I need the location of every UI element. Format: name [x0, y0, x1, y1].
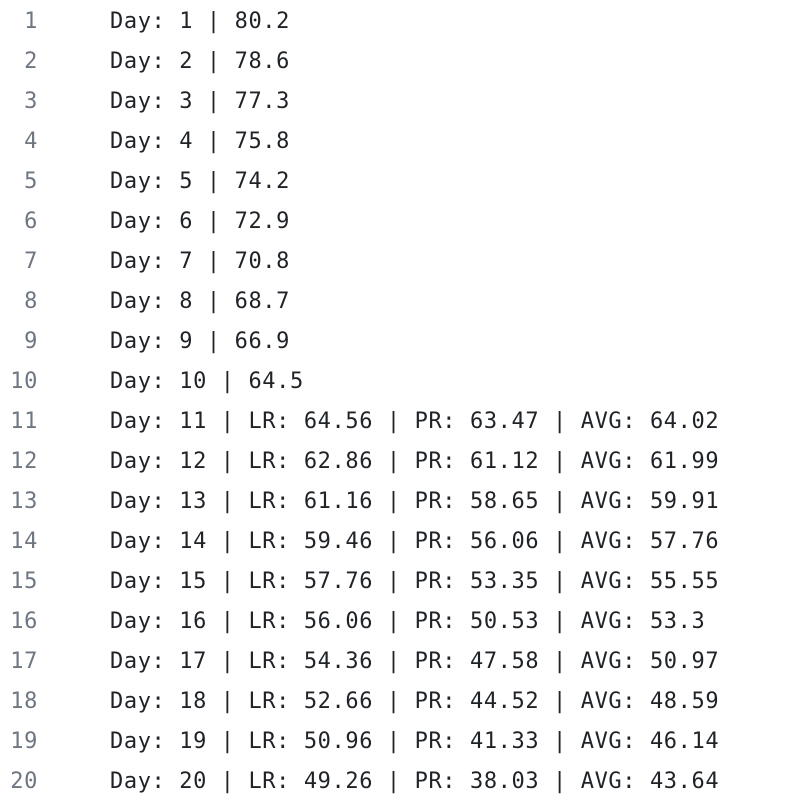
- line-number: 3: [24, 88, 38, 114]
- line-text: Day: 7 | 70.8: [110, 248, 290, 274]
- code-line-20: 20 Day: 20 | LR: 49.26 | PR: 38.03 | AVG…: [0, 761, 800, 801]
- code-line-5: 5 Day: 5 | 74.2: [0, 161, 800, 201]
- line-text: Day: 10 | 64.5: [110, 368, 304, 394]
- line-number: 1: [24, 8, 38, 34]
- code-line-4: 4 Day: 4 | 75.8: [0, 121, 800, 161]
- line-number: 14: [10, 528, 38, 554]
- code-line-14: 14 Day: 14 | LR: 59.46 | PR: 56.06 | AVG…: [0, 521, 800, 561]
- line-text: Day: 16 | LR: 56.06 | PR: 50.53 | AVG: 5…: [110, 608, 706, 634]
- line-number: 8: [24, 288, 38, 314]
- line-text: Day: 15 | LR: 57.76 | PR: 53.35 | AVG: 5…: [110, 568, 720, 594]
- line-text: Day: 20 | LR: 49.26 | PR: 38.03 | AVG: 4…: [110, 768, 720, 794]
- line-number: 13: [10, 488, 38, 514]
- line-text: Day: 8 | 68.7: [110, 288, 290, 314]
- line-number: 16: [10, 608, 38, 634]
- line-text: Day: 19 | LR: 50.96 | PR: 41.33 | AVG: 4…: [110, 728, 720, 754]
- line-text: Day: 14 | LR: 59.46 | PR: 56.06 | AVG: 5…: [110, 528, 720, 554]
- line-number: 5: [24, 168, 38, 194]
- code-line-6: 6 Day: 6 | 72.9: [0, 201, 800, 241]
- line-number: 17: [10, 648, 38, 674]
- code-line-15: 15 Day: 15 | LR: 57.76 | PR: 53.35 | AVG…: [0, 561, 800, 601]
- line-number: 20: [10, 768, 38, 794]
- line-number: 12: [10, 448, 38, 474]
- code-line-9: 9 Day: 9 | 66.9: [0, 321, 800, 361]
- code-line-11: 11 Day: 11 | LR: 64.56 | PR: 63.47 | AVG…: [0, 401, 800, 441]
- line-number: 10: [10, 368, 38, 394]
- line-text: Day: 13 | LR: 61.16 | PR: 58.65 | AVG: 5…: [110, 488, 720, 514]
- line-number: 15: [10, 568, 38, 594]
- code-line-18: 18 Day: 18 | LR: 52.66 | PR: 44.52 | AVG…: [0, 681, 800, 721]
- line-number: 19: [10, 728, 38, 754]
- line-text: Day: 18 | LR: 52.66 | PR: 44.52 | AVG: 4…: [110, 688, 720, 714]
- line-text: Day: 11 | LR: 64.56 | PR: 63.47 | AVG: 6…: [110, 408, 720, 434]
- line-text: Day: 12 | LR: 62.86 | PR: 61.12 | AVG: 6…: [110, 448, 720, 474]
- code-line-19: 19 Day: 19 | LR: 50.96 | PR: 41.33 | AVG…: [0, 721, 800, 761]
- code-line-13: 13 Day: 13 | LR: 61.16 | PR: 58.65 | AVG…: [0, 481, 800, 521]
- code-line-17: 17 Day: 17 | LR: 54.36 | PR: 47.58 | AVG…: [0, 641, 800, 681]
- code-line-16: 16 Day: 16 | LR: 56.06 | PR: 50.53 | AVG…: [0, 601, 800, 641]
- line-number: 4: [24, 128, 38, 154]
- line-number: 18: [10, 688, 38, 714]
- line-text: Day: 6 | 72.9: [110, 208, 290, 234]
- line-text: Day: 5 | 74.2: [110, 168, 290, 194]
- line-number: 11: [10, 408, 38, 434]
- line-number: 9: [24, 328, 38, 354]
- line-text: Day: 17 | LR: 54.36 | PR: 47.58 | AVG: 5…: [110, 648, 720, 674]
- line-number: 2: [24, 48, 38, 74]
- line-text: Day: 4 | 75.8: [110, 128, 290, 154]
- line-text: Day: 9 | 66.9: [110, 328, 290, 354]
- code-line-8: 8 Day: 8 | 68.7: [0, 281, 800, 321]
- line-text: Day: 3 | 77.3: [110, 88, 290, 114]
- line-text: Day: 2 | 78.6: [110, 48, 290, 74]
- code-line-7: 7 Day: 7 | 70.8: [0, 241, 800, 281]
- line-number: 6: [24, 208, 38, 234]
- code-line-3: 3 Day: 3 | 77.3: [0, 81, 800, 121]
- code-line-1: 1 Day: 1 | 80.2: [0, 1, 800, 41]
- line-text: Day: 1 | 80.2: [110, 8, 290, 34]
- code-line-10: 10 Day: 10 | 64.5: [0, 361, 800, 401]
- code-line-2: 2 Day: 2 | 78.6: [0, 41, 800, 81]
- line-number: 7: [24, 248, 38, 274]
- code-line-12: 12 Day: 12 | LR: 62.86 | PR: 61.12 | AVG…: [0, 441, 800, 481]
